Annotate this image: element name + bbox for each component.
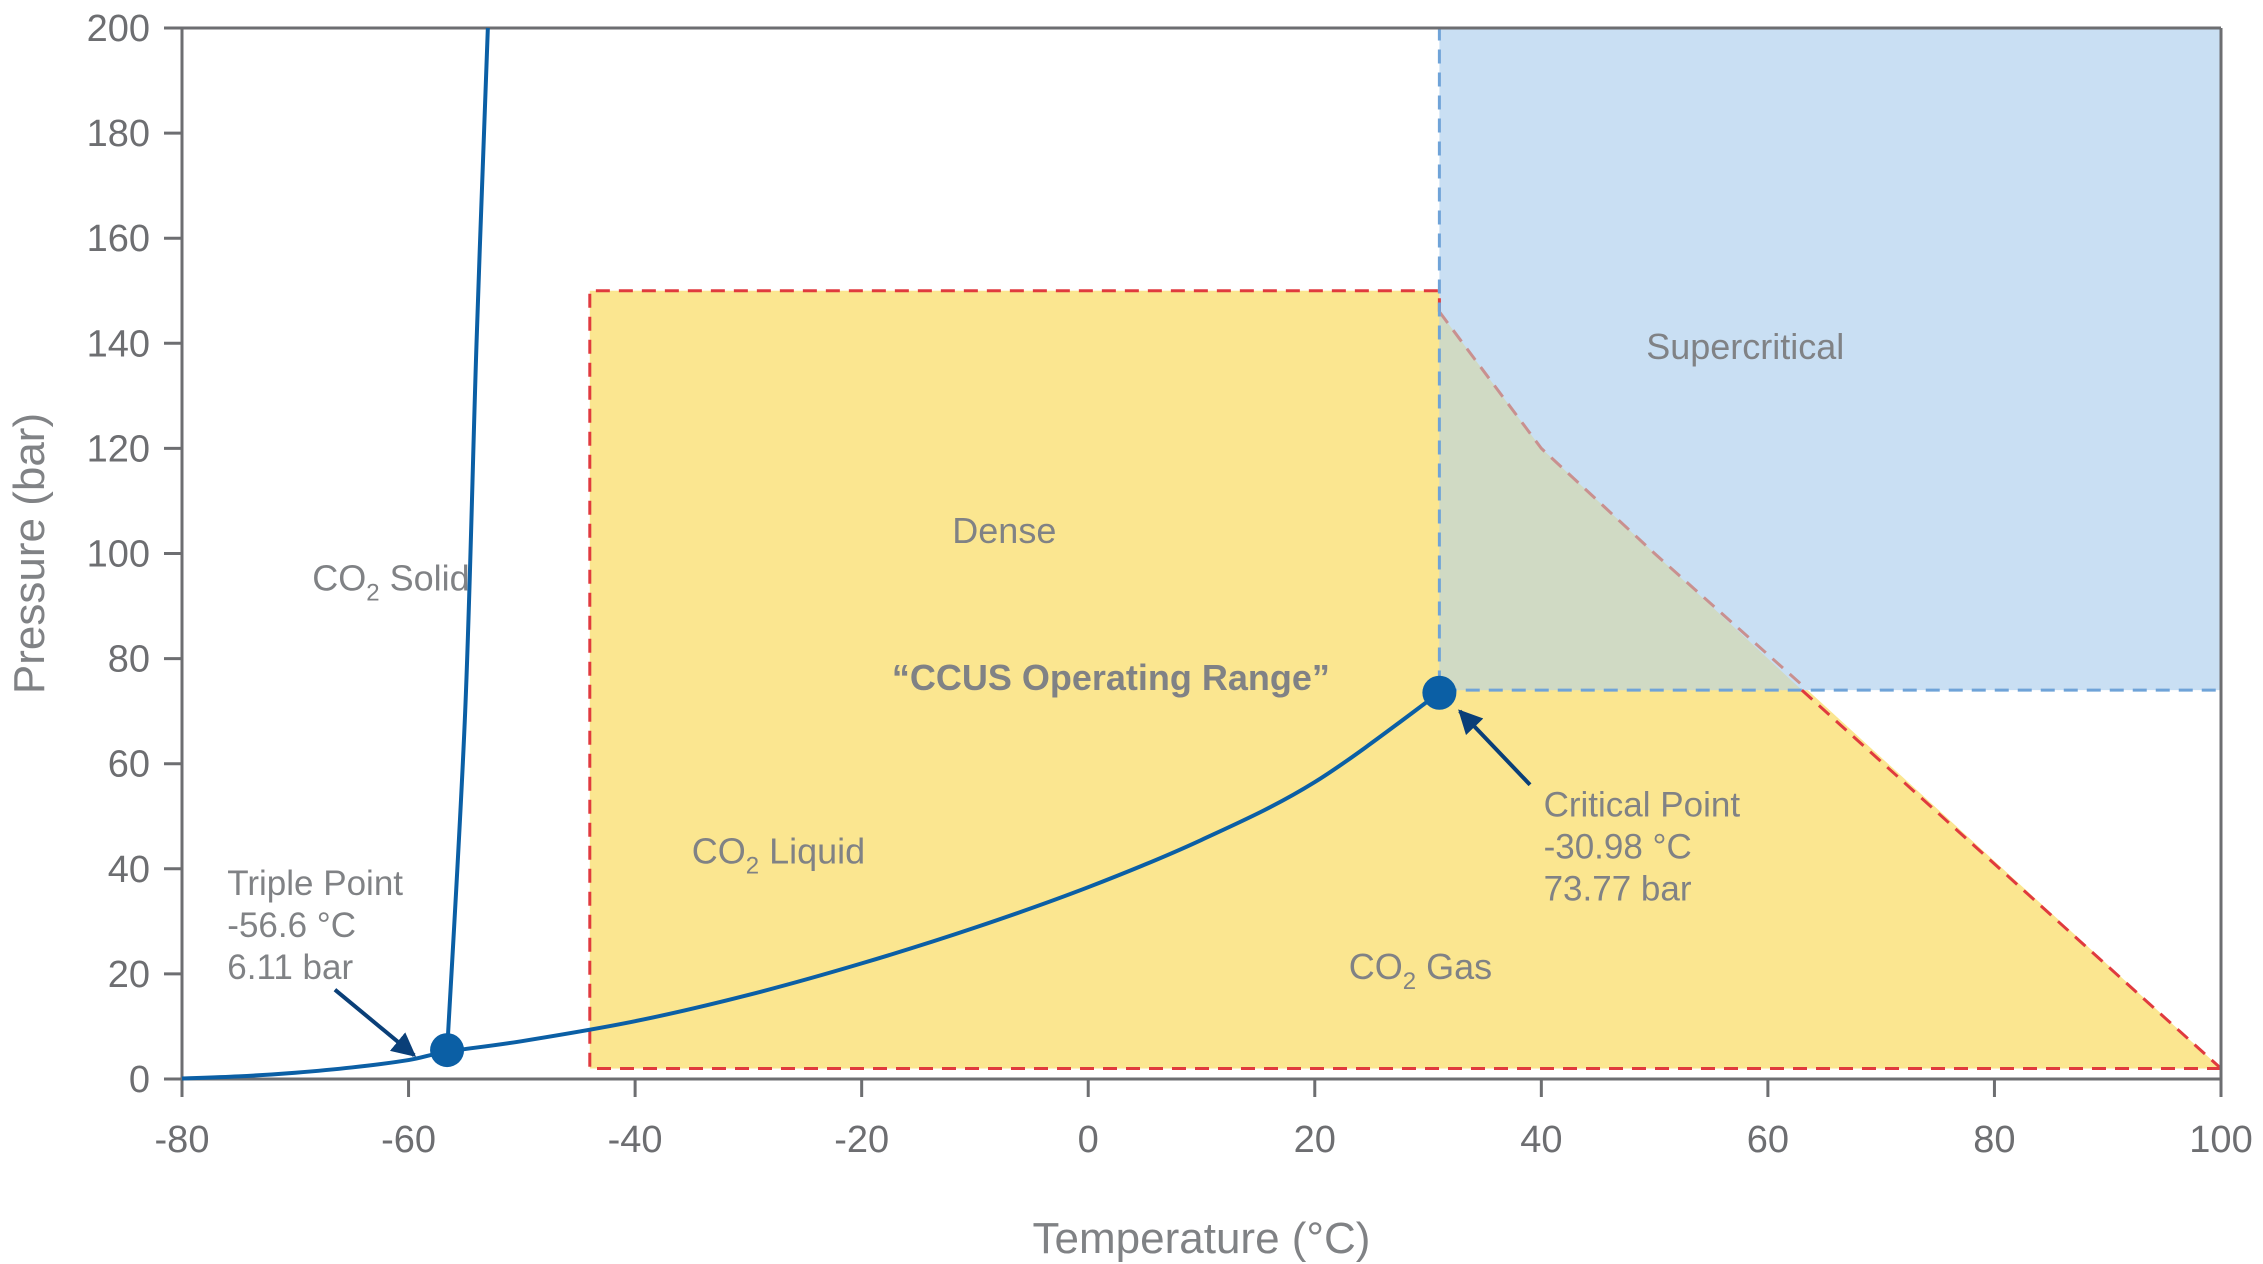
x-tick-label: 60 — [1747, 1119, 1789, 1161]
y-tick-label: 20 — [108, 954, 150, 996]
y-axis-title: Pressure (bar) — [5, 413, 54, 694]
ccus-border-lower-diagonal — [1800, 689, 2223, 1070]
co2-gas-label: CO2 Gas — [1349, 946, 1492, 995]
annotations: Triple Point-56.6 °C6.11 bar Critical Poi… — [227, 675, 1741, 1068]
y-tick-label: 80 — [108, 639, 150, 681]
y-tick-label: 200 — [87, 8, 150, 50]
melting-curve — [445, 27, 490, 1052]
co2-liquid-label: CO2 Liquid — [692, 831, 865, 880]
triple-point-arrow — [333, 988, 417, 1057]
y-tick-label: 120 — [87, 428, 150, 470]
x-tick-label: -80 — [155, 1119, 210, 1161]
x-tick-label: -40 — [608, 1119, 663, 1161]
triple-point-annotation: Triple Point-56.6 °C6.11 bar — [227, 864, 465, 1068]
critical-point-marker — [1422, 675, 1457, 710]
regions-layer — [588, 26, 2223, 1070]
x-tick-label: 80 — [1973, 1119, 2015, 1161]
vaporization-curve — [181, 691, 1441, 1081]
axes: -80 -60 -40 -20 0 20 40 60 80 100 0 20 40 60 80 100 120… — [87, 8, 2253, 1161]
x-ticks: -80 -60 -40 -20 0 20 40 60 80 100 — [155, 1079, 2253, 1161]
critical-point-label-line: 73.77 bar — [1544, 869, 1692, 908]
critical-point-arrow — [1458, 709, 1532, 787]
y-tick-label: 60 — [108, 744, 150, 786]
co2-solid-label: CO2 Solid — [312, 557, 469, 606]
triple-point-label-line: 6.11 bar — [227, 948, 353, 987]
y-tick-label: 40 — [108, 849, 150, 891]
y-tick-label: 180 — [87, 113, 150, 155]
x-tick-label: 100 — [2189, 1119, 2252, 1161]
supercritical-label: Supercritical — [1646, 326, 1844, 367]
x-tick-label: 20 — [1294, 1119, 1336, 1161]
x-tick-label: -20 — [834, 1119, 889, 1161]
y-tick-label: 100 — [87, 534, 150, 576]
y-tick-label: 160 — [87, 218, 150, 260]
series-layer — [181, 27, 1441, 1081]
critical-point-label-line: -30.98 °C — [1544, 827, 1692, 866]
critical-point-annotation: Critical Point-30.98 °C73.77 bar — [1422, 675, 1741, 908]
triple-point-marker — [430, 1033, 465, 1068]
triple-point-label-line: -56.6 °C — [227, 906, 356, 945]
region-labels: CO2 Solid Dense CO2 Liquid CO2 Gas “CCUS… — [312, 326, 1844, 995]
triple-point-label-line: Triple Point — [227, 864, 403, 903]
ccus-operating-range-border — [588, 289, 2221, 1070]
overlap-border — [1438, 310, 1803, 686]
x-tick-label: 40 — [1520, 1119, 1562, 1161]
ccus-operating-range-region — [589, 290, 2221, 1069]
overlap-region — [1439, 311, 1802, 691]
y-tick-label: 140 — [87, 323, 150, 365]
x-axis-title: Temperature (°C) — [1033, 1214, 1371, 1263]
dense-label: Dense — [952, 510, 1056, 551]
ccus-operating-range-label: “CCUS Operating Range” — [892, 657, 1330, 698]
y-ticks: 0 20 40 60 80 100 120 140 160 180 200 — [87, 8, 182, 1101]
x-tick-label: 0 — [1078, 1119, 1099, 1161]
x-tick-label: -60 — [381, 1119, 436, 1161]
y-tick-label: 0 — [129, 1059, 150, 1101]
critical-point-label-line: Critical Point — [1544, 785, 1741, 824]
